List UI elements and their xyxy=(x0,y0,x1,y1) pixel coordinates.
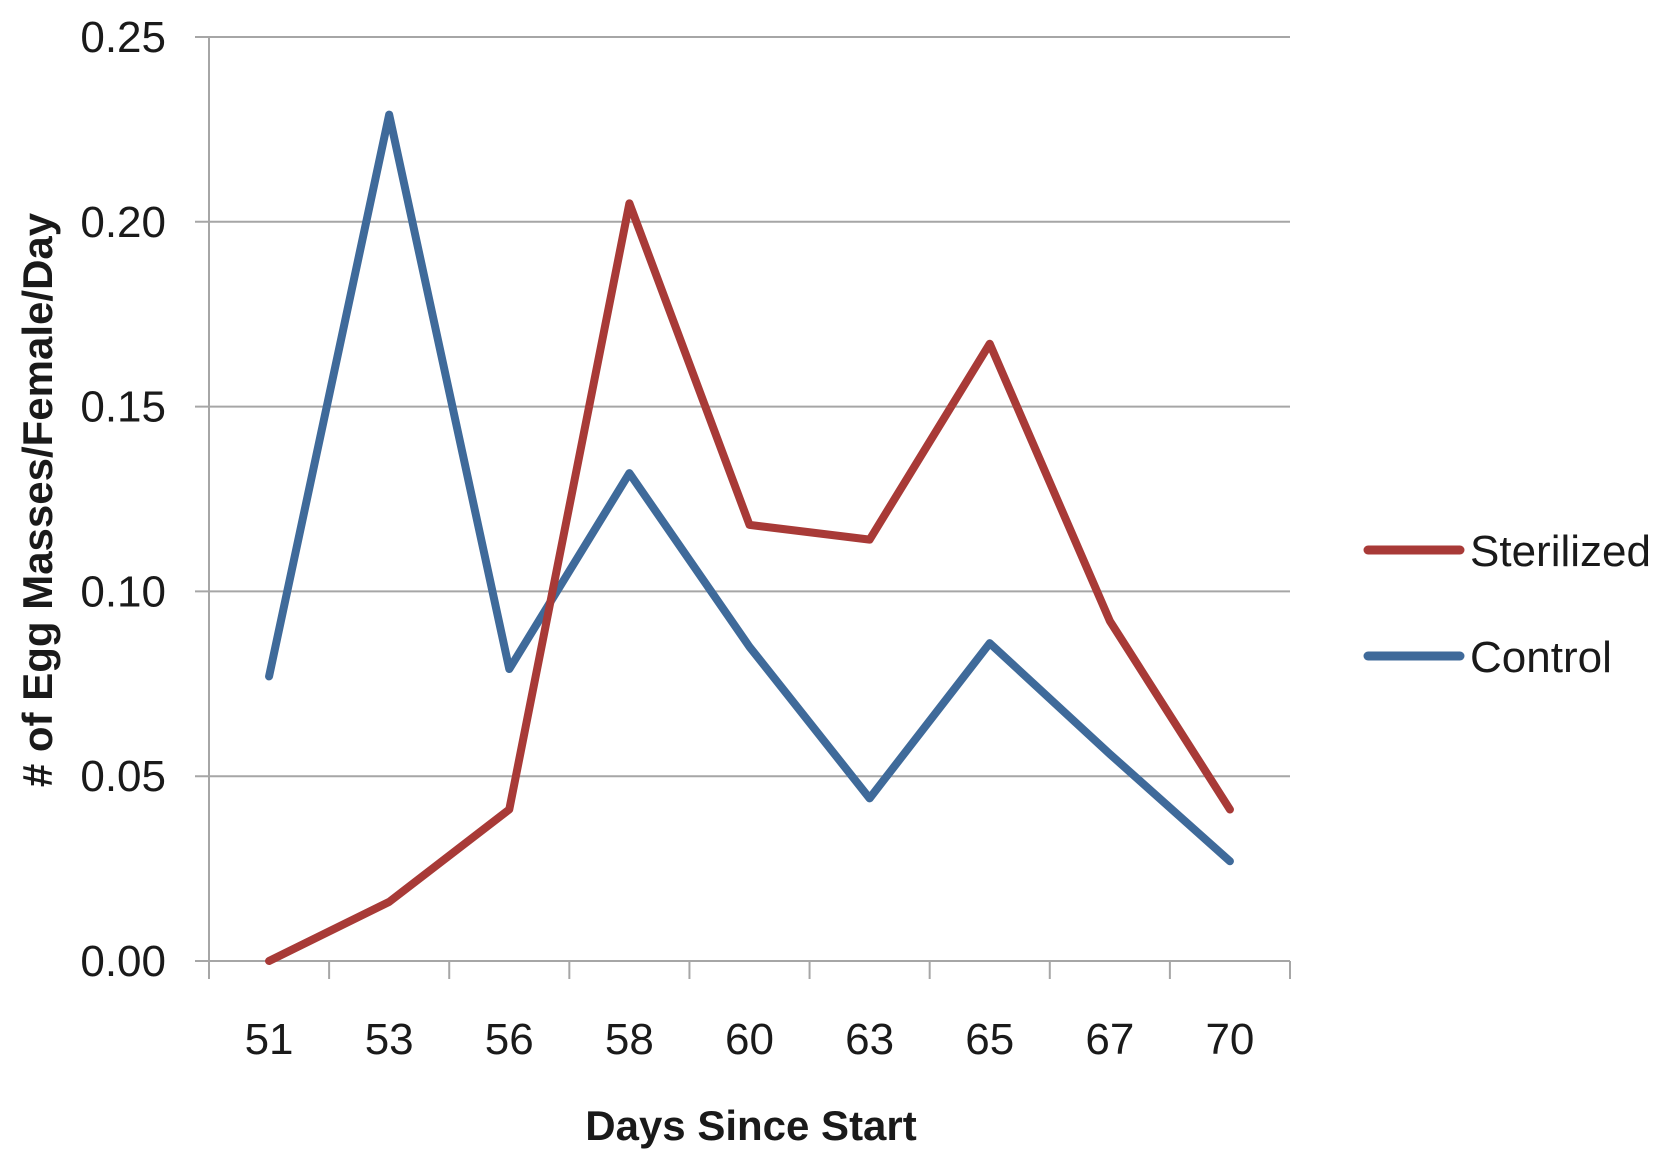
x-tick-labels: 51 53 56 58 60 63 65 67 70 xyxy=(245,1015,1255,1064)
legend-label-control: Control xyxy=(1470,633,1612,682)
x-tick-label-3: 58 xyxy=(605,1015,654,1064)
y-tick-label-0: 0.00 xyxy=(80,937,166,986)
x-tick-label-2: 56 xyxy=(485,1015,534,1064)
series-line-sterilized xyxy=(265,199,1234,965)
y-tick-label-2: 0.10 xyxy=(80,567,166,616)
y-tick-label-5: 0.25 xyxy=(80,13,166,62)
series-lines xyxy=(265,110,1234,965)
x-tick-label-7: 67 xyxy=(1085,1015,1134,1064)
y-tick-label-1: 0.05 xyxy=(80,752,166,801)
x-tick-label-8: 70 xyxy=(1205,1015,1254,1064)
y-tick-labels: 0.00 0.05 0.10 0.15 0.20 0.25 xyxy=(80,13,166,986)
y-axis-title: # of Egg Masses/Female/Day xyxy=(14,212,61,787)
legend-label-sterilized: Sterilized xyxy=(1470,527,1651,576)
gridlines xyxy=(195,36,1290,778)
axes xyxy=(195,37,1291,979)
series-line-control xyxy=(265,110,1234,866)
x-tick-label-5: 63 xyxy=(845,1015,894,1064)
y-tick-label-4: 0.20 xyxy=(80,198,166,247)
x-tick-label-6: 65 xyxy=(965,1015,1014,1064)
x-tick-label-0: 51 xyxy=(245,1015,294,1064)
x-tick-label-1: 53 xyxy=(365,1015,414,1064)
x-axis-title: Days Since Start xyxy=(585,1102,917,1149)
x-tick-label-4: 60 xyxy=(725,1015,774,1064)
legend: Sterilized Control xyxy=(1363,527,1651,682)
y-tick-label-3: 0.15 xyxy=(80,383,166,432)
